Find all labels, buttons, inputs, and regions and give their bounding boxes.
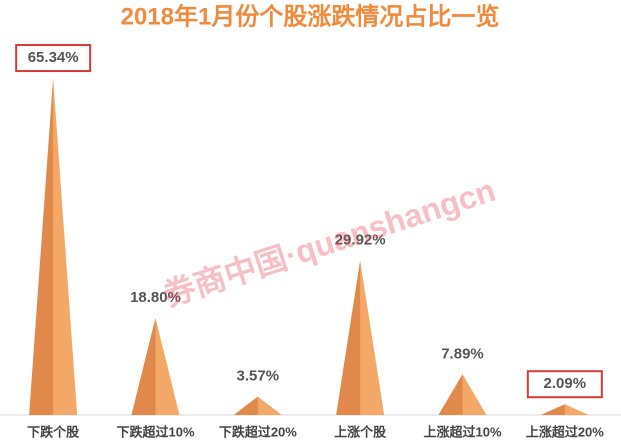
cone-shade bbox=[540, 404, 565, 415]
highlight-box bbox=[526, 370, 603, 399]
cone-shade bbox=[233, 396, 258, 415]
highlight-box bbox=[15, 44, 92, 73]
chart-title: 2018年1月份个股涨跌情况占比一览 bbox=[121, 2, 500, 30]
cone-shade bbox=[438, 374, 463, 415]
value-label: 3.57% bbox=[237, 368, 280, 385]
value-label: 29.92% bbox=[335, 232, 386, 249]
value-label: 18.80% bbox=[130, 289, 181, 306]
x-tick-label: 上涨个股 bbox=[334, 424, 386, 439]
cone-shade bbox=[131, 318, 156, 415]
x-tick-label: 下跌超过10% bbox=[116, 424, 194, 439]
x-tick-label: 下跌超过20% bbox=[219, 424, 297, 439]
x-tick-label: 上涨超过20% bbox=[526, 424, 604, 439]
value-label: 65.34% bbox=[28, 49, 79, 66]
x-tick-label: 下跌个股 bbox=[27, 424, 79, 439]
cone-shade bbox=[336, 260, 361, 415]
value-label: 7.89% bbox=[441, 345, 484, 362]
value-label: 2.09% bbox=[544, 375, 587, 392]
cone-shade bbox=[29, 78, 54, 415]
x-tick-label: 上涨超过10% bbox=[423, 424, 501, 439]
watermark: 券商中国·quanshangcn bbox=[159, 172, 500, 313]
